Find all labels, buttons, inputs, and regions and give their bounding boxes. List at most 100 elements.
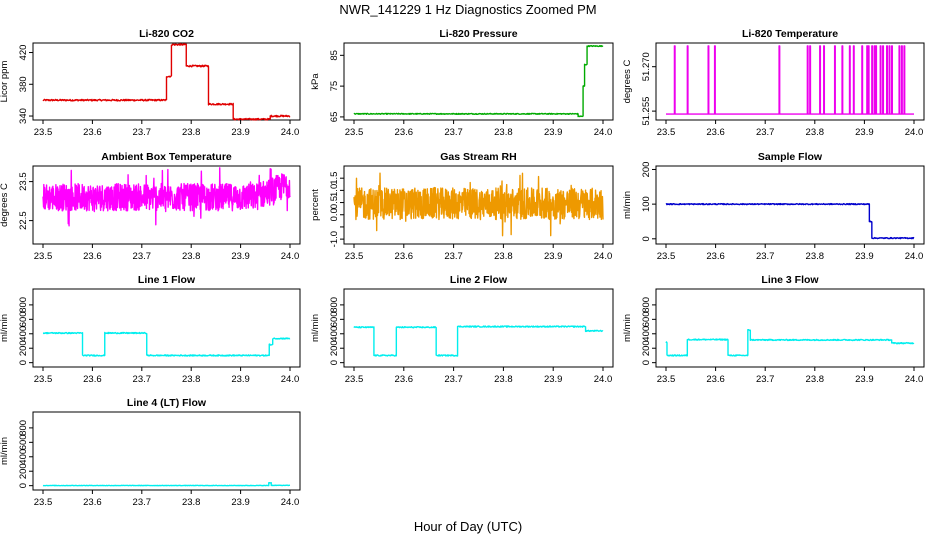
x-tick-label: 23.8 <box>806 127 825 138</box>
y-tick-label: 400 <box>18 326 29 342</box>
y-tick-label: 0 <box>18 483 29 488</box>
x-tick-label: 23.6 <box>395 251 414 262</box>
series-line-line1 <box>42 331 291 357</box>
x-tick-label: 23.9 <box>231 497 250 508</box>
panel-title: Line 3 Flow <box>761 274 819 286</box>
x-tick-label: 23.6 <box>83 374 102 385</box>
series-line-line3 <box>665 329 915 357</box>
panel-title: Line 1 Flow <box>138 274 196 286</box>
x-tick-label: 23.9 <box>231 127 250 138</box>
x-tick-label: 23.8 <box>182 251 201 262</box>
x-tick-label: 23.8 <box>806 374 825 385</box>
panel-sample_flow: Sample Flow ml/min 23.5 23.6 23.7 23.8 23.9 24.… <box>622 151 925 262</box>
y-axis-label: percent <box>310 189 321 221</box>
x-tick-label: 23.6 <box>395 127 414 138</box>
y-axis-label: ml/min <box>0 437 10 465</box>
x-tick-label: 23.7 <box>756 127 775 138</box>
panel-title: Li-820 Pressure <box>439 28 517 40</box>
y-axis-label: ml/min <box>622 191 633 219</box>
y-tick-label: 200 <box>641 340 652 356</box>
x-tick-label: 23.8 <box>182 497 201 508</box>
x-tick-label: 24.0 <box>281 127 300 138</box>
panel-co2: Li-820 CO2 Licor ppm 23.5 23.6 23.7 23.8 23.9 2… <box>0 28 301 138</box>
figure-title: NWR_141229 1 Hz Diagnostics Zoomed PM <box>339 2 596 17</box>
y-tick-label: 23.5 <box>18 172 29 191</box>
y-axis-label: kPa <box>310 73 321 90</box>
x-tick-label: 23.5 <box>34 251 53 262</box>
series-line-pressure <box>353 44 604 118</box>
x-tick-label: 23.5 <box>657 127 676 138</box>
plot-frame <box>343 42 614 121</box>
y-tick-label: 22.5 <box>18 211 29 230</box>
y-tick-label: 0.5 <box>329 196 340 209</box>
x-tick-label: 23.8 <box>494 251 513 262</box>
y-axis-label: Licor ppm <box>0 61 10 103</box>
y-tick-label: 51.255 <box>641 97 652 126</box>
x-tick-label: 23.5 <box>345 374 364 385</box>
y-tick-label: 800 <box>641 297 652 313</box>
y-tick-label: 800 <box>18 297 29 313</box>
y-tick-label: 600 <box>329 311 340 327</box>
y-axis-label: degrees C <box>622 59 633 103</box>
x-tick-label: 24.0 <box>594 127 613 138</box>
x-tick-label: 23.6 <box>83 497 102 508</box>
x-tick-label: 23.5 <box>34 127 53 138</box>
panel-title: Li-820 CO2 <box>139 28 194 40</box>
panel-temperature: Li-820 Temperature degrees C 23.5 23.6 23.7 2… <box>622 28 925 138</box>
plot-frame <box>32 42 301 121</box>
x-tick-label: 23.5 <box>34 374 53 385</box>
y-tick-label: 380 <box>18 76 29 92</box>
x-tick-label: 24.0 <box>594 251 613 262</box>
x-tick-label: 23.9 <box>855 127 874 138</box>
y-tick-label: 51.270 <box>641 52 652 81</box>
y-tick-label: 600 <box>18 434 29 450</box>
panel-pressure: Li-820 Pressure kPa 23.5 23.6 23.7 23.8 23.9 24… <box>310 28 614 138</box>
y-tick-label: 85 <box>329 50 340 61</box>
x-tick-label: 23.7 <box>756 374 775 385</box>
x-tick-label: 23.7 <box>444 251 463 262</box>
y-tick-label: 65 <box>329 112 340 123</box>
panel-line2: Line 2 Flow ml/min 23.5 23.6 23.7 23.8 23.9 24.… <box>310 274 614 385</box>
x-tick-label: 23.7 <box>133 127 152 138</box>
y-tick-label: 200 <box>18 340 29 356</box>
y-tick-label: 0 <box>641 360 652 365</box>
x-tick-label: 23.8 <box>182 374 201 385</box>
y-tick-label: 75 <box>329 81 340 92</box>
x-tick-label: 23.5 <box>345 251 364 262</box>
y-tick-label: 100 <box>641 196 652 212</box>
x-tick-label: 23.6 <box>83 251 102 262</box>
x-tick-label: 23.6 <box>395 374 414 385</box>
panel-title: Ambient Box Temperature <box>101 151 232 163</box>
y-tick-label: 1.0 <box>329 184 340 197</box>
plot-frame <box>655 165 925 245</box>
y-tick-label: 0 <box>641 236 652 241</box>
panels: Li-820 CO2 Licor ppm 23.5 23.6 23.7 23.8 23.9 2… <box>0 28 925 508</box>
x-tick-label: 23.5 <box>657 251 676 262</box>
x-tick-label: 23.7 <box>444 127 463 138</box>
y-tick-label: 0.0 <box>329 208 340 221</box>
x-tick-label: 23.5 <box>345 127 364 138</box>
series-line-co2 <box>42 43 291 121</box>
plot-frame <box>32 288 301 368</box>
y-tick-label: 400 <box>641 326 652 342</box>
y-tick-label: 340 <box>18 108 29 124</box>
x-tick-label: 23.5 <box>657 374 676 385</box>
y-tick-label: 600 <box>18 311 29 327</box>
panel-line4: Line 4 (LT) Flow ml/min 23.5 23.6 23.7 23.8 23… <box>0 397 301 508</box>
series-line-rh <box>353 172 604 237</box>
y-tick-label: 200 <box>329 340 340 356</box>
x-tick-label: 24.0 <box>281 251 300 262</box>
y-axis-label: ml/min <box>310 314 321 342</box>
y-axis-label: ml/min <box>622 314 633 342</box>
y-tick-label: 200 <box>641 162 652 178</box>
y-axis-label: ml/min <box>0 314 10 342</box>
x-tick-label: 23.9 <box>855 374 874 385</box>
y-tick-label: 420 <box>18 45 29 61</box>
plot-frame <box>655 288 925 368</box>
y-tick-label: 0 <box>18 360 29 365</box>
x-tick-label: 23.7 <box>444 374 463 385</box>
panel-title: Line 2 Flow <box>450 274 508 286</box>
plot-frame <box>32 165 301 245</box>
panel-line3: Line 3 Flow ml/min 23.5 23.6 23.7 23.8 23.9 24.… <box>622 274 925 385</box>
